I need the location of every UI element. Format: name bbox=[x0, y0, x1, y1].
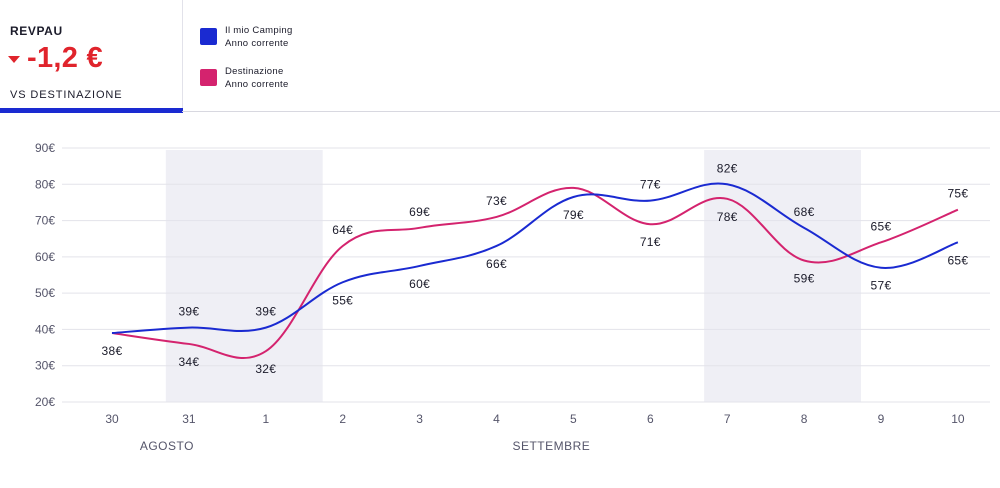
series-line-my-camping bbox=[111, 182, 959, 335]
legend-sublabel: Anno corrente bbox=[225, 38, 289, 49]
x-tick-label: 3 bbox=[416, 412, 423, 426]
data-label: 69€ bbox=[409, 205, 430, 219]
data-label: 65€ bbox=[871, 219, 892, 233]
data-label: 55€ bbox=[332, 293, 353, 307]
data-label: 65€ bbox=[947, 253, 968, 267]
legend-swatch-destination bbox=[200, 69, 217, 86]
data-label: 64€ bbox=[332, 223, 353, 237]
data-label: 82€ bbox=[717, 161, 738, 175]
x-tick-label: 30 bbox=[105, 412, 119, 426]
x-tick-label: 5 bbox=[570, 412, 577, 426]
legend-item-destination[interactable]: Destinazione Anno corrente bbox=[200, 65, 293, 91]
x-tick-label: 4 bbox=[493, 412, 500, 426]
x-tick-label: 2 bbox=[339, 412, 346, 426]
kpi-active-indicator bbox=[0, 108, 183, 113]
data-label: 66€ bbox=[486, 257, 507, 271]
data-label: 71€ bbox=[640, 235, 661, 249]
data-label: 39€ bbox=[255, 305, 276, 319]
kpi-panel: REVPAU -1,2 € VS DESTINAZIONE bbox=[0, 0, 183, 112]
data-label: 79€ bbox=[563, 208, 584, 222]
highlight-band bbox=[165, 150, 323, 402]
data-label: 75€ bbox=[947, 187, 968, 201]
data-label: 68€ bbox=[794, 205, 815, 219]
kpi-value: -1,2 € bbox=[27, 42, 103, 74]
y-tick-label: 60€ bbox=[35, 250, 55, 264]
data-label: 34€ bbox=[178, 355, 199, 369]
month-label: AGOSTO bbox=[140, 439, 194, 453]
data-label: 39€ bbox=[178, 305, 199, 319]
data-label: 77€ bbox=[640, 178, 661, 192]
data-label: 59€ bbox=[794, 271, 815, 285]
data-label: 38€ bbox=[102, 344, 123, 358]
legend-sublabel: Anno corrente bbox=[225, 79, 289, 90]
y-tick-label: 30€ bbox=[35, 359, 55, 373]
x-tick-label: 9 bbox=[878, 412, 885, 426]
trend-down-icon bbox=[8, 56, 20, 63]
x-tick-label: 1 bbox=[262, 412, 269, 426]
data-label: 60€ bbox=[409, 277, 430, 291]
data-label: 32€ bbox=[255, 362, 276, 376]
data-label: 73€ bbox=[486, 194, 507, 208]
chart-legend: Il mio Camping Anno corrente Destinazion… bbox=[200, 24, 293, 106]
month-label: SETTEMBRE bbox=[512, 439, 590, 453]
data-label: 78€ bbox=[717, 210, 738, 224]
y-tick-label: 50€ bbox=[35, 286, 55, 300]
data-label: 57€ bbox=[871, 279, 892, 293]
revpau-line-chart: 20€ 30€ 40€ 50€ 60€ 70€ 80€ 90€ 30 31 1 2 3 4 5 6 7 8 9 10 A… bbox=[35, 141, 990, 453]
series-line-destination bbox=[111, 186, 959, 360]
y-tick-label: 70€ bbox=[35, 214, 55, 228]
y-tick-label: 40€ bbox=[35, 322, 55, 336]
legend-label: Il mio Camping bbox=[225, 25, 293, 36]
kpi-value-row: -1,2 € bbox=[8, 42, 103, 75]
y-tick-label: 90€ bbox=[35, 141, 55, 155]
x-tick-label: 8 bbox=[801, 412, 808, 426]
x-tick-label: 31 bbox=[182, 412, 196, 426]
kpi-title: REVPAU bbox=[10, 24, 63, 38]
legend-item-my-camping[interactable]: Il mio Camping Anno corrente bbox=[200, 24, 293, 50]
y-tick-label: 80€ bbox=[35, 177, 55, 191]
y-tick-label: 20€ bbox=[35, 395, 55, 409]
kpi-subtitle: VS DESTINAZIONE bbox=[10, 89, 123, 101]
header-divider bbox=[182, 111, 1000, 112]
x-tick-label: 6 bbox=[647, 412, 654, 426]
x-tick-label: 10 bbox=[951, 412, 965, 426]
legend-swatch-my-camping bbox=[200, 28, 217, 45]
legend-label: Destinazione bbox=[225, 66, 284, 77]
x-tick-label: 7 bbox=[724, 412, 731, 426]
highlight-band bbox=[704, 150, 862, 402]
